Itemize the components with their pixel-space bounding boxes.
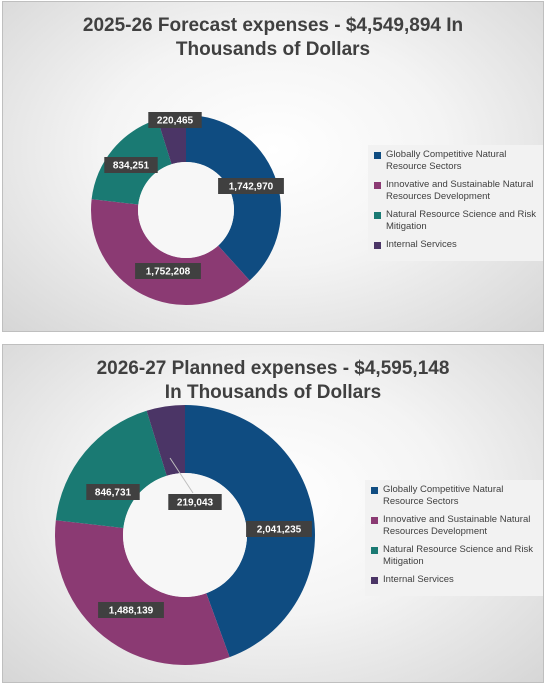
- data-label-text: 1,752,208: [146, 267, 191, 278]
- legend-swatch: [371, 577, 378, 584]
- leader-line: [169, 457, 194, 494]
- data-label-box: [98, 602, 164, 618]
- donut-chart: 1,742,970 1,752,208 834,251 220,465: [90, 112, 284, 305]
- data-label: 2,041,235: [246, 521, 312, 537]
- donut-hole: [138, 162, 234, 258]
- donut-chart: 2,041,235 1,488,139 846,731 219,043: [55, 405, 315, 665]
- legend-item: Globally Competitive Natural Resource Se…: [371, 484, 537, 508]
- legend-swatch: [374, 212, 381, 219]
- legend-label: Natural Resource Science and Risk Mitiga…: [383, 544, 533, 567]
- chart-title: 2025-26 Forecast expenses - $4,549,894 I…: [3, 14, 543, 62]
- chart-legend: Globally Competitive Natural Resource Se…: [365, 480, 543, 596]
- legend-swatch: [371, 487, 378, 494]
- chart-title-line-1: 2025-26 Forecast expenses - $4,549,894 I…: [82, 15, 464, 36]
- data-label: 1,752,208: [135, 263, 201, 279]
- data-label-box: [246, 521, 312, 537]
- data-label-text: 1,488,139: [109, 606, 154, 617]
- donut-slice: [146, 405, 185, 476]
- data-label: 1,488,139: [98, 602, 164, 618]
- data-label: 219,043: [168, 494, 222, 510]
- legend-item: Natural Resource Science and Risk Mitiga…: [371, 544, 537, 568]
- legend-item: Internal Services: [371, 574, 537, 586]
- legend-item: Innovative and Sustainable Natural Resou…: [371, 514, 537, 538]
- data-label-box: [218, 178, 284, 194]
- chart-legend: Globally Competitive Natural Resource Se…: [368, 145, 543, 261]
- chart-title-line-2: In Thousands of Dollars: [164, 382, 382, 403]
- data-label-box: [86, 484, 140, 500]
- legend-label: Globally Competitive Natural Resource Se…: [386, 149, 507, 172]
- donut-slice: [55, 410, 167, 528]
- chart-title-line-1: 2026-27 Planned expenses - $4,595,148: [96, 358, 450, 379]
- donut-slice: [186, 115, 281, 281]
- legend-swatch: [371, 547, 378, 554]
- donut-slice: [55, 520, 230, 665]
- legend-label: Innovative and Sustainable Natural Resou…: [386, 179, 534, 202]
- data-label: 1,742,970: [218, 178, 284, 194]
- data-label: 220,465: [148, 112, 202, 128]
- chart-panel-2026-27: 2026-27 Planned expenses - $4,595,148 In…: [2, 344, 544, 683]
- chart-panel-2025-26: 2025-26 Forecast expenses - $4,549,894 I…: [2, 1, 544, 332]
- legend-swatch: [371, 517, 378, 524]
- data-label-text: 220,465: [157, 116, 194, 127]
- data-label-box: [135, 263, 201, 279]
- legend-label: Globally Competitive Natural Resource Se…: [383, 484, 504, 507]
- donut-slice: [90, 199, 250, 305]
- legend-swatch: [374, 242, 381, 249]
- data-label-text: 1,742,970: [229, 182, 274, 193]
- donut-hole: [123, 473, 247, 597]
- legend-item: Natural Resource Science and Risk Mitiga…: [374, 209, 540, 233]
- data-label-box: [148, 112, 202, 128]
- legend-label: Internal Services: [383, 574, 454, 585]
- data-label-text: 2,041,235: [257, 525, 302, 536]
- data-label-text: 219,043: [177, 498, 214, 509]
- legend-item: Internal Services: [374, 239, 540, 251]
- chart-title-line-2: Thousands of Dollars: [175, 39, 371, 60]
- data-label-box: [168, 494, 222, 510]
- legend-label: Internal Services: [386, 239, 457, 250]
- data-label: 834,251: [104, 157, 158, 173]
- data-label: 846,731: [86, 484, 140, 500]
- data-label-text: 834,251: [113, 161, 150, 172]
- data-label-box: [104, 157, 158, 173]
- legend-item: Innovative and Sustainable Natural Resou…: [374, 179, 540, 203]
- legend-label: Natural Resource Science and Risk Mitiga…: [386, 209, 536, 232]
- data-label-text: 846,731: [95, 488, 132, 499]
- legend-label: Innovative and Sustainable Natural Resou…: [383, 514, 531, 537]
- legend-swatch: [374, 152, 381, 159]
- chart-title: 2026-27 Planned expenses - $4,595,148 In…: [3, 357, 543, 405]
- legend-item: Globally Competitive Natural Resource Se…: [374, 149, 540, 173]
- legend-swatch: [374, 182, 381, 189]
